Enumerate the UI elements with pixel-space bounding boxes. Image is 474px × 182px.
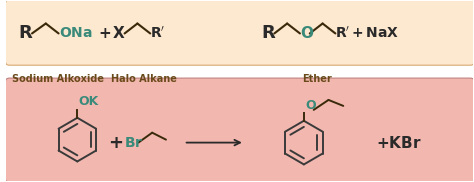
FancyBboxPatch shape [5,0,474,65]
Text: $\bf{R}$: $\bf{R}$ [18,24,34,42]
Text: $\bf{X}$: $\bf{X}$ [112,25,125,41]
Text: $\bf{R' + NaX}$: $\bf{R' + NaX}$ [336,26,400,41]
Text: $\bf{O}$: $\bf{O}$ [300,25,314,41]
Text: OK: OK [78,95,99,108]
Text: $\bf{ONa}$: $\bf{ONa}$ [59,26,92,40]
Text: Sodium Alkoxide: Sodium Alkoxide [12,74,104,84]
Text: Ether: Ether [302,74,331,84]
Text: $\bf{+}$: $\bf{+}$ [108,134,123,152]
Text: Halo Alkane: Halo Alkane [111,74,177,84]
Text: $\bf{+ KBr}$: $\bf{+ KBr}$ [376,135,421,151]
Text: $\bf{R'}$: $\bf{R'}$ [150,26,165,41]
Text: $\bf{+}$: $\bf{+}$ [98,26,111,41]
Text: $\bf{Br}$: $\bf{Br}$ [124,136,143,150]
Text: $\bf{R}$: $\bf{R}$ [261,24,276,42]
FancyBboxPatch shape [5,78,474,182]
Text: $\bf{O}$: $\bf{O}$ [305,99,317,112]
